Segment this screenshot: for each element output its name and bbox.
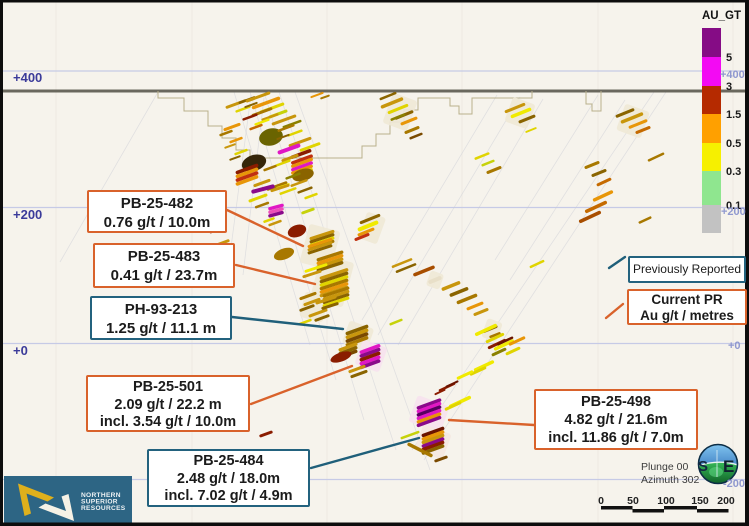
svg-text:50: 50 (627, 495, 639, 507)
svg-text:150: 150 (691, 495, 709, 507)
svg-text:3: 3 (726, 81, 732, 93)
svg-text:SUPERIOR: SUPERIOR (81, 499, 118, 506)
svg-text:AU_GT: AU_GT (702, 10, 741, 22)
svg-text:S: S (698, 458, 708, 475)
svg-text:5: 5 (726, 52, 732, 64)
svg-text:1.5: 1.5 (726, 109, 741, 121)
svg-text:200: 200 (717, 495, 735, 507)
svg-text:0.1: 0.1 (726, 200, 741, 212)
svg-text:0.3: 0.3 (726, 166, 741, 178)
svg-text:RESOURCES: RESOURCES (81, 505, 126, 512)
svg-text:E: E (723, 457, 734, 476)
svg-text:0.5: 0.5 (726, 138, 741, 150)
svg-text:0: 0 (598, 495, 604, 507)
svg-text:NORTHERN: NORTHERN (81, 492, 121, 499)
svg-text:100: 100 (657, 495, 675, 507)
